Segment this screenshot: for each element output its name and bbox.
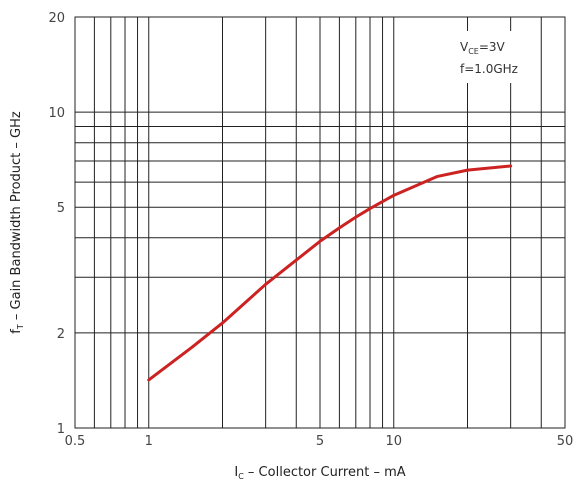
annotation-text: VCE=3V <box>460 40 506 56</box>
x-tick-label: 5 <box>316 434 324 449</box>
y-tick-label: 2 <box>57 327 65 342</box>
x-tick-label: 0.5 <box>65 434 86 449</box>
annotations: VCE=3V f=1.0GHz <box>453 31 535 83</box>
series-line <box>147 164 513 382</box>
annotation-box <box>453 31 535 83</box>
y-tick-label: 1 <box>57 422 65 437</box>
y-tick-label: 5 <box>57 201 65 216</box>
x-axis-label: IC – Collector Current – mA <box>234 465 405 481</box>
y-axis-label: fT – Gain Bandwidth Product – GHz <box>9 111 25 334</box>
x-tick-label: 50 <box>557 434 574 449</box>
x-tick-label: 1 <box>145 434 153 449</box>
x-tick-label: 10 <box>385 434 402 449</box>
data-series <box>147 164 513 382</box>
y-tick-label: 20 <box>48 11 65 26</box>
annotation-text: f=1.0GHz <box>460 62 518 76</box>
y-tick-label: 10 <box>48 106 65 121</box>
plot-frame <box>74 16 566 429</box>
